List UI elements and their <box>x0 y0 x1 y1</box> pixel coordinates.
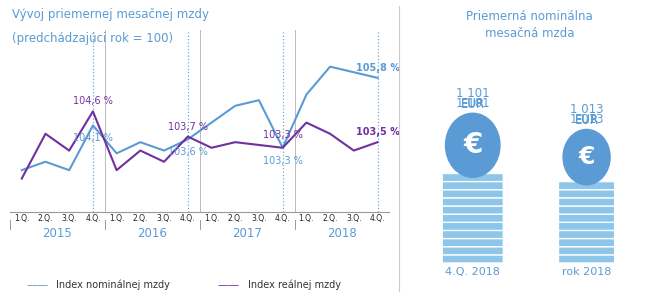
FancyBboxPatch shape <box>558 198 614 206</box>
Text: EUR: EUR <box>575 114 599 127</box>
Text: 103,3 %: 103,3 % <box>263 156 302 166</box>
Text: EUR: EUR <box>461 98 484 111</box>
FancyBboxPatch shape <box>558 182 614 190</box>
FancyBboxPatch shape <box>442 222 503 230</box>
FancyBboxPatch shape <box>558 255 614 263</box>
Text: Priemerná nominálna
mesačná mzda: Priemerná nominálna mesačná mzda <box>466 10 593 40</box>
Text: 103,6 %: 103,6 % <box>168 147 208 157</box>
Text: 1 013: 1 013 <box>570 103 603 116</box>
FancyBboxPatch shape <box>442 198 503 206</box>
Text: 103,7 %: 103,7 % <box>168 122 208 132</box>
Text: €: € <box>578 145 595 169</box>
Text: Index nominálnej mzdy: Index nominálnej mzdy <box>56 280 170 290</box>
Text: EUR: EUR <box>575 98 599 126</box>
FancyBboxPatch shape <box>442 206 503 214</box>
Text: 2016: 2016 <box>137 227 167 240</box>
Circle shape <box>446 113 500 177</box>
FancyBboxPatch shape <box>558 214 614 222</box>
FancyBboxPatch shape <box>442 255 503 263</box>
FancyBboxPatch shape <box>558 206 614 214</box>
Text: €: € <box>463 131 482 159</box>
FancyBboxPatch shape <box>442 182 503 190</box>
Text: 104,1 %: 104,1 % <box>73 133 113 143</box>
Text: 2015: 2015 <box>42 227 72 240</box>
Text: 104,6 %: 104,6 % <box>73 96 113 106</box>
Text: EUR: EUR <box>461 82 484 110</box>
FancyBboxPatch shape <box>558 239 614 247</box>
Text: 2018: 2018 <box>327 227 357 240</box>
Text: rok 2018: rok 2018 <box>562 267 611 277</box>
FancyBboxPatch shape <box>558 247 614 255</box>
FancyBboxPatch shape <box>442 190 503 198</box>
Text: (predchádzajúci rok = 100): (predchádzajúci rok = 100) <box>12 32 173 45</box>
FancyBboxPatch shape <box>558 231 614 238</box>
Text: 105,8 %: 105,8 % <box>356 63 399 73</box>
Text: 2017: 2017 <box>232 227 262 240</box>
FancyBboxPatch shape <box>442 231 503 238</box>
Circle shape <box>563 129 610 185</box>
FancyBboxPatch shape <box>558 222 614 230</box>
Text: Index reálnej mzdy: Index reálnej mzdy <box>248 280 341 290</box>
Text: 103,3 %: 103,3 % <box>263 130 302 140</box>
Text: 103,5 %: 103,5 % <box>356 127 399 137</box>
Text: Vývoj priemernej mesačnej mzdy: Vývoj priemernej mesačnej mzdy <box>12 8 209 21</box>
FancyBboxPatch shape <box>442 214 503 222</box>
Text: 1 101: 1 101 <box>456 87 490 100</box>
FancyBboxPatch shape <box>442 239 503 247</box>
Text: ——: —— <box>218 280 240 290</box>
FancyBboxPatch shape <box>558 190 614 198</box>
FancyBboxPatch shape <box>442 174 503 181</box>
Text: ——: —— <box>26 280 49 290</box>
Text: 1 101: 1 101 <box>456 97 490 110</box>
Text: 4.Q. 2018: 4.Q. 2018 <box>446 267 500 277</box>
Text: 1 013: 1 013 <box>570 113 603 126</box>
FancyBboxPatch shape <box>442 247 503 255</box>
